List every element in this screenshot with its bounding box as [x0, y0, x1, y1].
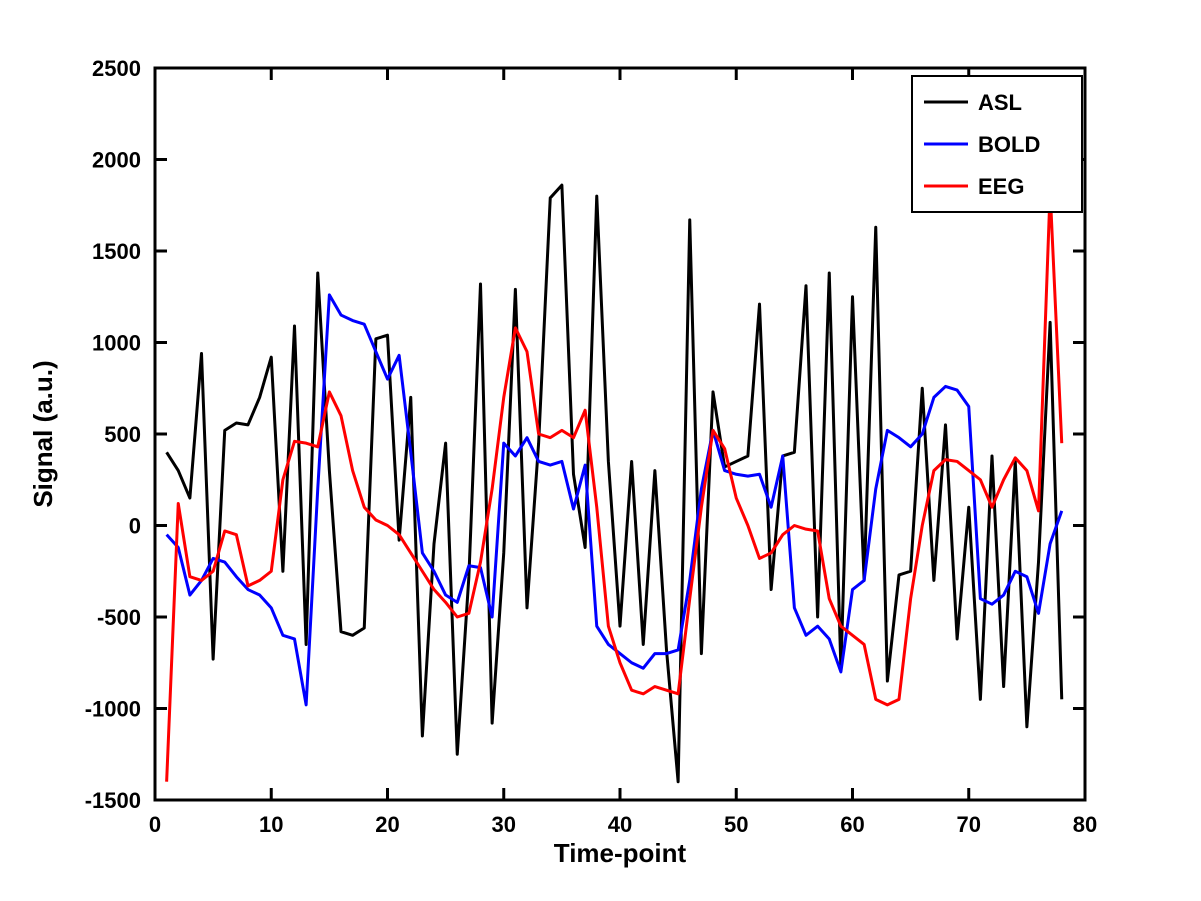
series-line-asl	[165, 183, 1064, 784]
plot-series-layer	[165, 183, 1064, 784]
x-tick-label: 10	[259, 812, 283, 837]
y-tick-label: 500	[104, 422, 141, 447]
y-axis-label: Signal (a.u.)	[28, 360, 58, 507]
x-tick-label: 0	[149, 812, 161, 837]
y-tick-label: 2000	[92, 148, 141, 173]
x-tick-label: 80	[1073, 812, 1097, 837]
legend-label-eeg: EEG	[978, 174, 1024, 199]
y-tick-label: -500	[97, 605, 141, 630]
x-tick-label: 70	[957, 812, 981, 837]
y-tick-label: 1500	[92, 239, 141, 264]
x-tick-label: 30	[492, 812, 516, 837]
y-tick-label: 0	[129, 514, 141, 539]
legend-label-asl: ASL	[978, 90, 1022, 115]
x-tick-label: 20	[375, 812, 399, 837]
series-line-eeg	[165, 189, 1064, 782]
axes-layer: 0 10 20 30 40 50 60 70 80 -1500 -1000 -500 0 500 1000 1…	[85, 56, 1098, 837]
y-tick-label: -1500	[85, 788, 141, 813]
legend[interactable]: ASL BOLD EEG	[911, 75, 1083, 213]
legend-label-bold: BOLD	[978, 132, 1040, 157]
y-tick-label: -1000	[85, 697, 141, 722]
x-tick-label: 60	[840, 812, 864, 837]
x-tick-label: 50	[724, 812, 748, 837]
y-tick-label: 2500	[92, 56, 141, 81]
y-tick-label: 1000	[92, 331, 141, 356]
x-axis-label: Time-point	[554, 838, 687, 868]
x-tick-label: 40	[608, 812, 632, 837]
